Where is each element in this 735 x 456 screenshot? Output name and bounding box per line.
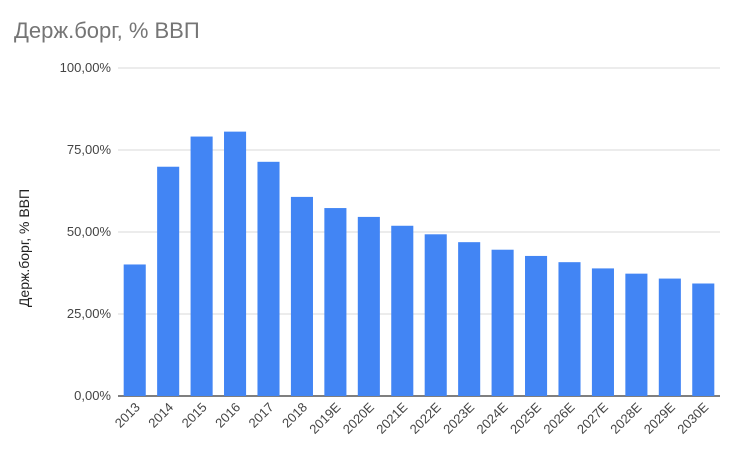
x-tick-label: 2025E <box>507 399 544 436</box>
x-tick-label: 2029E <box>641 399 678 436</box>
bar-2019E <box>324 208 347 396</box>
x-tick-label: 2027E <box>574 399 611 436</box>
x-tick-label: 2016 <box>212 400 243 431</box>
bar-2021E <box>391 225 414 396</box>
y-tick-label: 25,00% <box>67 306 112 321</box>
bar-2026E <box>558 262 581 396</box>
x-tick-label: 2015 <box>179 400 210 431</box>
x-tick-label: 2028E <box>607 399 644 436</box>
y-axis-ticks: 0,00% 25,00% 50,00% 75,00% 100,00% <box>60 60 112 403</box>
x-tick-label: 2014 <box>145 400 176 431</box>
x-tick-label: 2021E <box>373 399 410 436</box>
chart-title: Держ.борг, % ВВП <box>14 18 200 43</box>
y-axis-label: Держ.борг, % ВВП <box>16 189 32 307</box>
bar-2020E <box>357 216 380 396</box>
y-tick-label: 75,00% <box>67 142 112 157</box>
bar-2028E <box>625 273 648 396</box>
x-tick-label: 2030E <box>674 399 711 436</box>
x-axis-ticks: 2013 2014 2015 2016 2017 20182019E2020E2021E2… <box>112 399 712 436</box>
bar-2025E <box>525 255 548 396</box>
bar-2016 <box>224 131 247 396</box>
bar-2015 <box>190 136 213 396</box>
x-tick-label: 2020E <box>340 399 377 436</box>
x-tick-label: 2023E <box>440 399 477 436</box>
bar-2024E <box>491 249 514 396</box>
y-tick-label: 0,00% <box>74 388 111 403</box>
bar-2030E <box>692 283 715 396</box>
x-tick-label: 2019E <box>306 399 343 436</box>
y-tick-label: 100,00% <box>60 60 112 75</box>
bar-2017 <box>257 161 280 396</box>
bar-2014 <box>157 166 180 396</box>
bar-2018 <box>290 196 313 396</box>
x-tick-label: 2026E <box>540 399 577 436</box>
bar-2023E <box>458 242 481 396</box>
x-tick-label: 2013 <box>112 400 143 431</box>
y-tick-label: 50,00% <box>67 224 112 239</box>
gridlines <box>118 67 720 397</box>
bar-2022E <box>424 234 447 396</box>
x-tick-label: 2017 <box>246 400 277 431</box>
bars <box>123 131 715 396</box>
bar-2027E <box>591 268 614 396</box>
x-tick-label: 2024E <box>474 399 511 436</box>
bar-2013 <box>123 264 146 396</box>
x-tick-label: 2022E <box>407 399 444 436</box>
bar-2029E <box>658 278 681 396</box>
